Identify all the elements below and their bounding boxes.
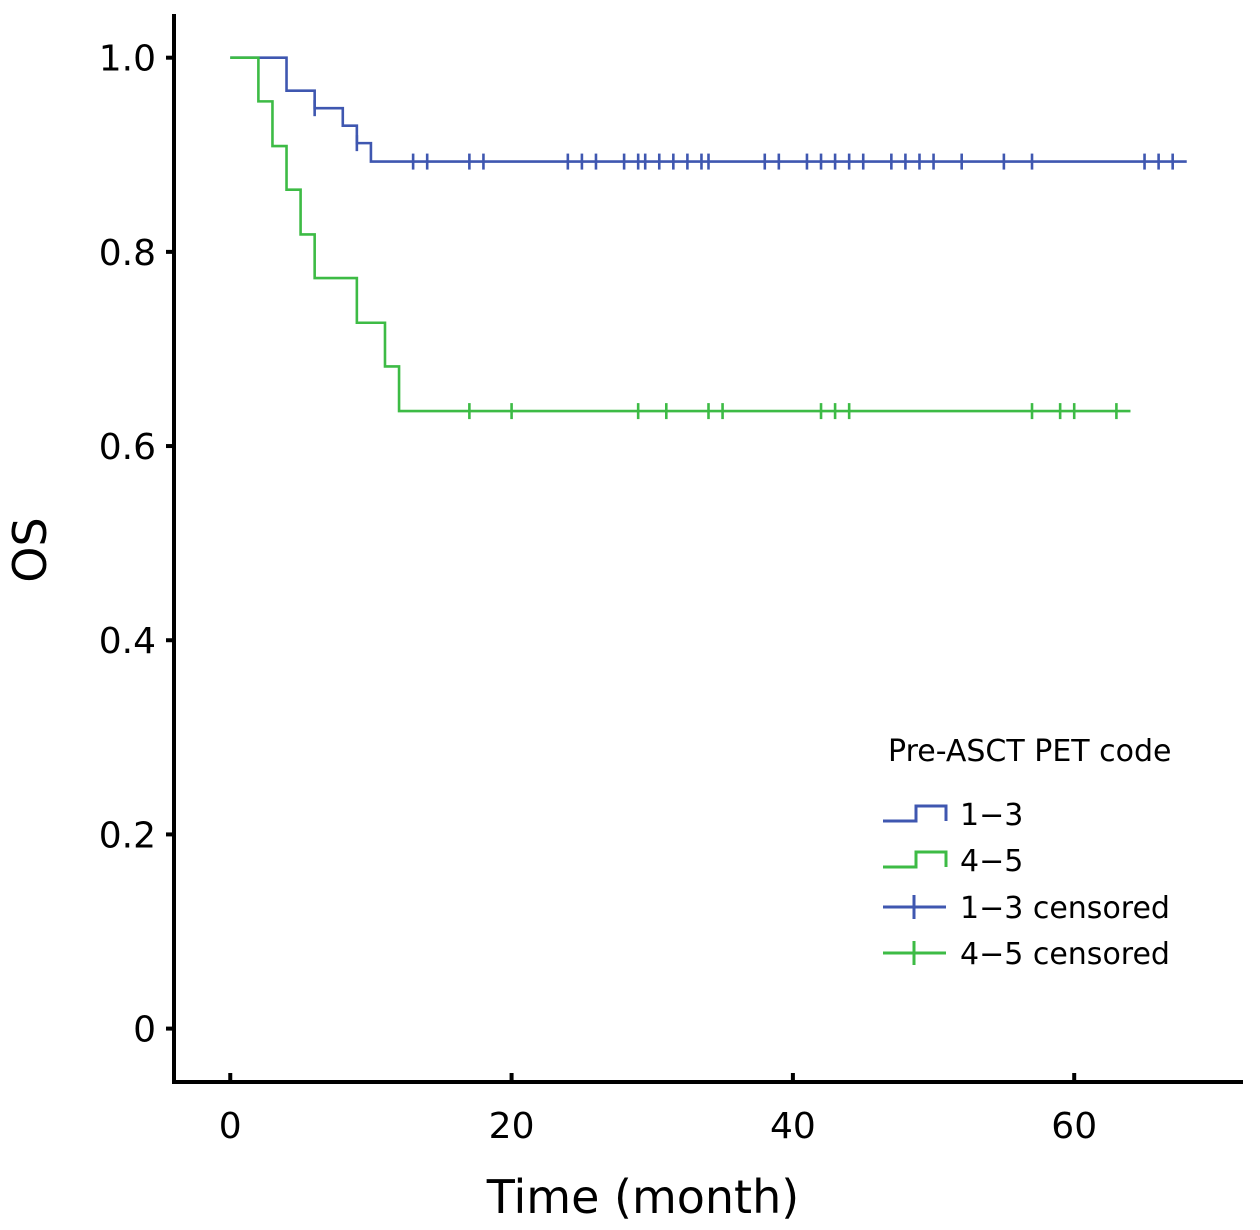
legend-title: Pre-ASCT PET code — [888, 734, 1172, 769]
y-tick-label: 0.6 — [99, 427, 156, 468]
y-tick-label: 0 — [133, 1010, 156, 1051]
x-tick-label: 20 — [489, 1106, 535, 1147]
x-tick-label: 40 — [770, 1106, 816, 1147]
x-tick-label: 0 — [219, 1106, 242, 1147]
series-2-step-line — [230, 56, 1131, 413]
legend-symbol-3 — [883, 895, 946, 919]
series-layer — [230, 56, 1187, 420]
legend-symbol-1 — [883, 804, 948, 823]
legend-label-1: 1−3 — [960, 798, 1023, 833]
y-tick-label: 0.8 — [99, 233, 156, 274]
legend-label-4: 4−5 censored — [960, 937, 1170, 972]
y-axis-title: OS — [3, 517, 57, 582]
y-tick-label: 0.4 — [99, 621, 156, 662]
y-ticks: 0 0.2 0.4 0.6 0.8 1.0 — [99, 39, 174, 1051]
series-1-step-line — [230, 56, 1187, 163]
y-tick-label: 0.2 — [99, 815, 156, 856]
x-ticks: 0 20 40 60 — [219, 1073, 1097, 1147]
axes-layer — [172, 14, 1243, 1084]
legend: Pre-ASCT PET code 1−3 4−5 1−3 censored 4… — [883, 734, 1172, 972]
legend-symbol-2 — [883, 850, 948, 869]
legend-symbol-4 — [883, 941, 946, 965]
x-tick-label: 60 — [1051, 1106, 1097, 1147]
legend-label-2: 4−5 — [960, 844, 1023, 879]
legend-label-3: 1−3 censored — [960, 891, 1170, 926]
x-axis-title: Time (month) — [486, 1170, 799, 1224]
y-tick-label: 1.0 — [99, 39, 156, 80]
